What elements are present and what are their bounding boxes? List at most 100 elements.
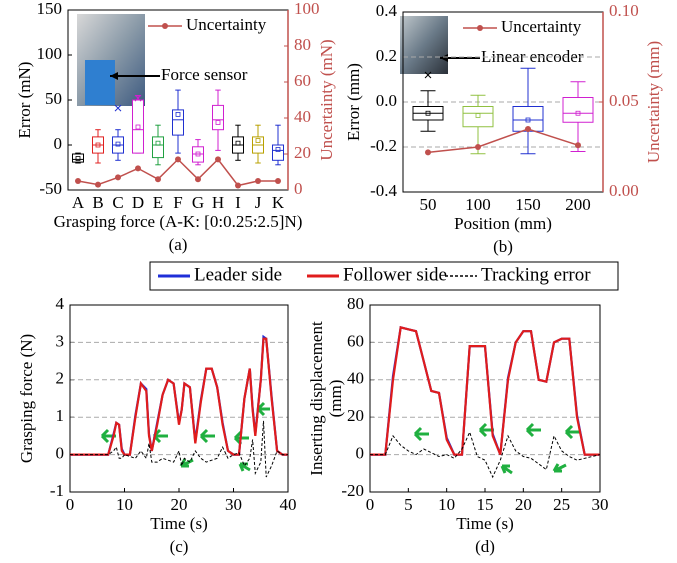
uncertainty-point <box>275 178 281 184</box>
uncertainty-point <box>195 176 201 183</box>
legend-marker <box>477 25 483 31</box>
uncertainty-point <box>75 178 81 184</box>
uncertainty-point <box>475 144 481 150</box>
y-tick-label: 0.0 <box>376 91 397 110</box>
legend-box <box>149 261 619 291</box>
y-tick-label: -1 <box>50 481 64 500</box>
x-tick-label: 10 <box>438 495 455 514</box>
x-tick-label: 100 <box>465 195 491 214</box>
annotation-arrows <box>100 401 580 475</box>
box-mean <box>135 124 141 130</box>
y-tick-label: 1 <box>56 406 65 425</box>
x-tick-label: 30 <box>225 495 242 514</box>
uncertainty-point <box>215 156 221 163</box>
uncertainty-point <box>95 181 101 188</box>
y-tick-label: -0.4 <box>370 181 397 200</box>
y-tick-label: 0 <box>54 134 63 153</box>
x-tick-label: 15 <box>477 495 494 514</box>
legend-label: Leader side <box>194 264 282 285</box>
y-tick-label: 100 <box>37 44 63 63</box>
legend-label: Follower side <box>343 264 447 285</box>
y-tick-label: -0.2 <box>370 136 397 155</box>
box-mean <box>175 112 181 117</box>
box-mean <box>425 110 431 116</box>
box-body <box>462 106 494 128</box>
uncertainty-point <box>155 176 161 183</box>
y2-tick-label: 0.00 <box>609 181 639 200</box>
y-tick-label: 0 <box>56 444 65 463</box>
y-tick-label: 2 <box>56 369 65 388</box>
x-tick-label: 10 <box>116 495 133 514</box>
x-tick-label: 20 <box>515 495 532 514</box>
legend-marker <box>162 23 168 29</box>
y-axis-label: Grasping force (N) <box>17 334 36 463</box>
y-tick-label: 40 <box>347 369 364 388</box>
y-axis-label: Error (mm) <box>344 63 363 141</box>
y-tick-label: 60 <box>347 331 364 350</box>
x-tick-label: J <box>255 193 262 212</box>
x-tick-label: E <box>153 193 163 212</box>
box-mean <box>475 113 481 118</box>
uncertainty-line <box>427 128 579 154</box>
x-tick-label: C <box>112 193 123 212</box>
uncertainty-point <box>425 149 431 156</box>
box-outlier <box>114 104 122 112</box>
y2-axis-label: Uncertainty (mN) <box>317 39 336 160</box>
legend-label: Uncertainty <box>186 15 267 34</box>
y-axis-label: Error (mN) <box>15 62 34 139</box>
y2-tick-label: 60 <box>294 71 311 90</box>
legend: Leader side Follower side Tracking error <box>149 261 619 291</box>
x-tick-label: 20 <box>171 495 188 514</box>
x-tick-label: B <box>92 193 103 212</box>
caption: (d) <box>475 537 495 556</box>
x-axis-label: Grasping force (A-K: [0:0.25:2.5]N) <box>54 212 303 231</box>
x-tick-label: D <box>132 193 144 212</box>
y2-tick-label: 20 <box>294 143 311 162</box>
x-axis-label: Time (s) <box>456 514 513 533</box>
box-mean <box>115 141 121 147</box>
box-mean <box>95 142 101 148</box>
y-tick-label: 150 <box>37 0 63 18</box>
box-mean <box>235 140 241 146</box>
annotation: Force sensor <box>161 65 248 84</box>
y-tick-label: 20 <box>347 406 364 425</box>
x-tick-label: 25 <box>553 495 570 514</box>
uncertainty-point <box>235 182 241 189</box>
caption: (a) <box>169 235 188 254</box>
y-axis-label: Inserting displacement <box>307 321 326 476</box>
uncertainty-point <box>575 142 581 149</box>
annotation: Linear encoder <box>481 47 584 66</box>
y-tick-label: 0.2 <box>376 46 397 65</box>
y-tick-label: 4 <box>56 294 65 313</box>
uncertainty-point <box>135 165 141 172</box>
x-tick-label: G <box>192 193 204 212</box>
x-tick-label: 40 <box>280 495 297 514</box>
x-tick-label: K <box>272 193 285 212</box>
x-tick-label: 200 <box>565 195 591 214</box>
box-mean <box>275 147 281 152</box>
box-body <box>272 144 284 161</box>
y-tick-label: 0 <box>356 444 365 463</box>
x-tick-label: A <box>72 193 85 212</box>
box-mean <box>255 138 261 143</box>
box-mean <box>75 156 81 161</box>
y-tick-label: 0.4 <box>376 1 398 20</box>
box-mean <box>525 117 531 123</box>
plot-frame <box>69 304 289 493</box>
series-line <box>70 337 288 456</box>
y2-tick-label: 80 <box>294 35 311 54</box>
y2-tick-label: 100 <box>294 0 320 18</box>
x-tick-label: 30 <box>592 495 609 514</box>
y2-axis-label: Uncertainty (mm) <box>644 41 663 163</box>
box-outlier <box>134 94 142 102</box>
series-line <box>70 420 288 478</box>
y2-tick-label: 0.10 <box>609 1 639 20</box>
box-body <box>172 109 184 136</box>
uncertainty-point <box>255 178 261 184</box>
box-mean <box>215 120 221 125</box>
legend-label: Uncertainty <box>501 17 582 36</box>
uncertainty-point <box>115 174 121 181</box>
series-line <box>370 430 601 479</box>
plot-frame <box>369 304 601 493</box>
